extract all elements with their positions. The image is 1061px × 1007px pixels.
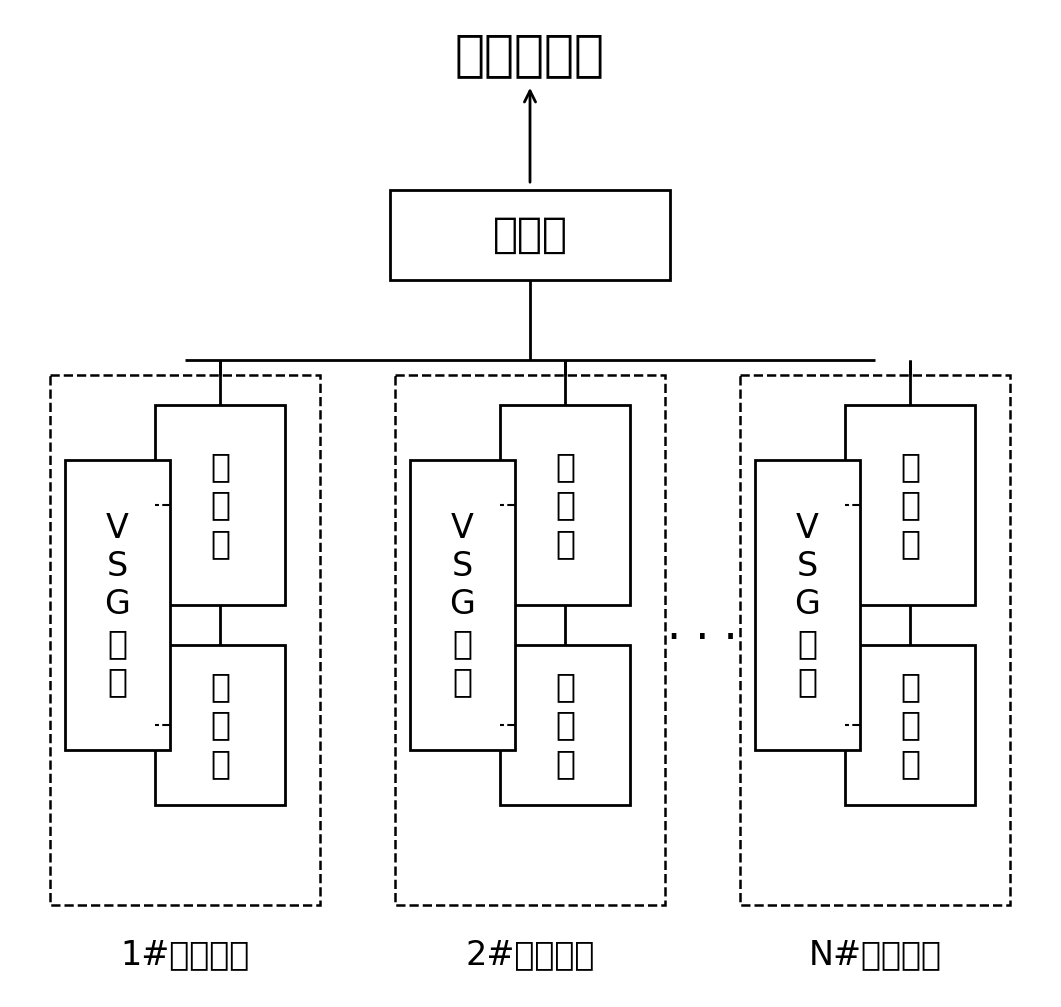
Text: V
S
G
控
制: V S G 控 制	[450, 513, 475, 698]
Text: 1#储能单元: 1#储能单元	[120, 939, 249, 972]
Bar	[500, 405, 630, 605]
Text: 2#储能单元: 2#储能单元	[466, 939, 594, 972]
Bar	[755, 460, 860, 750]
Text: V
S
G
控
制: V S G 控 制	[105, 513, 131, 698]
Text: · · ·: · · ·	[667, 618, 737, 662]
Text: 接交流母线: 接交流母线	[455, 31, 605, 79]
Bar	[410, 460, 515, 750]
Text: 变
流
器: 变 流 器	[555, 450, 575, 560]
Text: 变
流
器: 变 流 器	[210, 450, 230, 560]
Text: 电
池
组: 电 池 组	[555, 671, 575, 779]
Text: V
S
G
控
制: V S G 控 制	[795, 513, 820, 698]
Text: 变压器: 变压器	[492, 214, 568, 256]
Bar	[155, 405, 285, 605]
Bar	[500, 645, 630, 805]
Bar	[65, 460, 170, 750]
Bar	[50, 375, 320, 905]
Text: 电
池
组: 电 池 组	[210, 671, 230, 779]
Bar	[740, 375, 1010, 905]
Bar	[395, 375, 665, 905]
Text: N#储能单元: N#储能单元	[808, 939, 941, 972]
Bar	[155, 645, 285, 805]
Bar	[845, 645, 975, 805]
Text: 变
流
器: 变 流 器	[900, 450, 920, 560]
Bar	[845, 405, 975, 605]
Text: 电
池
组: 电 池 组	[900, 671, 920, 779]
Bar	[390, 190, 669, 280]
